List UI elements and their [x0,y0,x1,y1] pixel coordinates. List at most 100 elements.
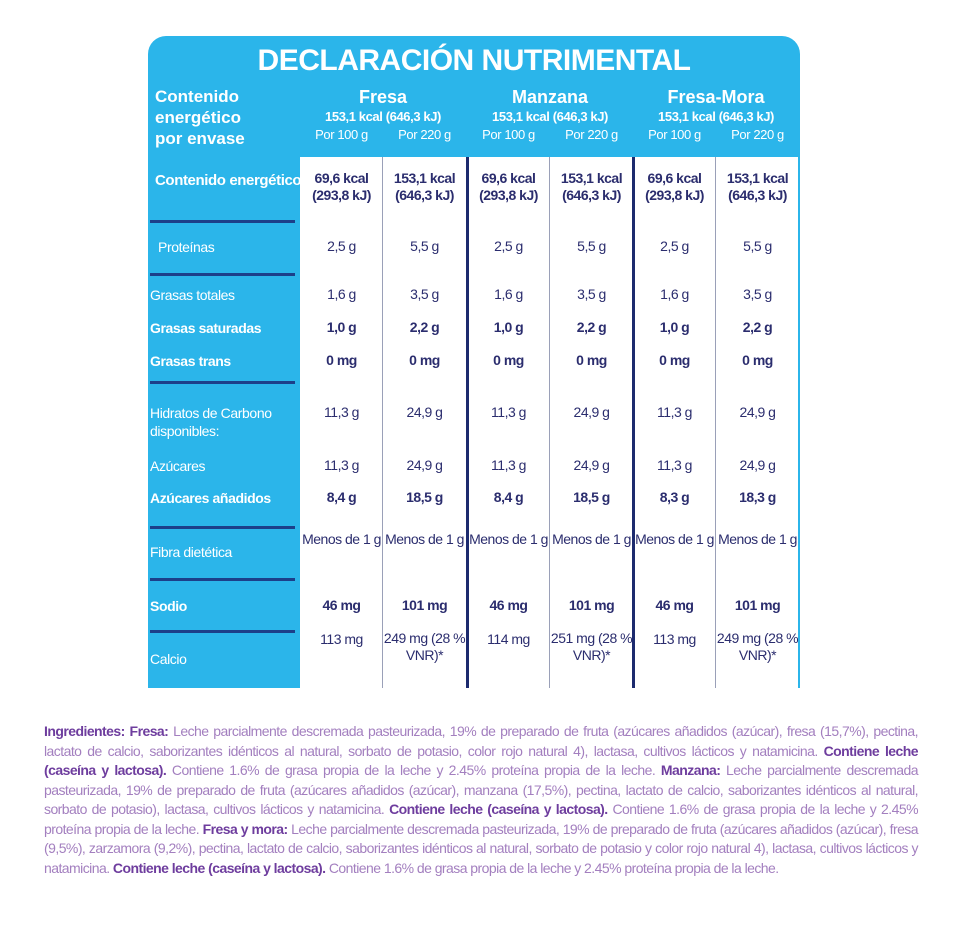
nutrient-value: 153,1 kcal (646,3 kJ) [393,170,456,203]
column-divider [382,157,383,688]
nutrient-value: 5,5 g [410,238,439,254]
row-separator [150,630,295,633]
nutrient-label: Grasas trans [150,353,231,369]
nutrient-value: 113 mg [653,631,696,647]
ingredients-segment: Leche parcialmente descremada pasteuriza… [44,762,919,817]
nutrient-label: Calcio [150,651,187,667]
column-divider [466,157,469,688]
row-separator [150,526,295,529]
header-label-line: energético [155,108,241,127]
nutrient-value: 18,5 g [406,489,443,505]
nutrient-value: Menos de 1 g [302,531,381,547]
row-separator [150,273,295,276]
nutrient-value: 1,0 g [493,319,524,335]
header-label: Contenido energético por envase [155,86,245,149]
nutrient-value: 46 mg [489,597,528,613]
portion-label: Por 220 g [565,127,618,142]
ingredients-heading: Manzana: [660,762,727,778]
nutrient-value: Menos de 1 g [718,531,797,547]
flavor-energy: 153,1 kcal (646,3 kJ) [325,109,441,124]
flavor-name: Fresa [358,87,408,107]
nutrient-value: 2,2 g [576,319,607,335]
nutrient-label: Sodio [150,598,187,614]
ingredients-segment: Contiene 1.6% de grasa propia de la lech… [166,762,661,778]
nutrient-value: 24,9 g [406,404,443,420]
portion-label: Por 100 g [648,127,701,142]
column-divider [549,157,550,688]
nutrient-value: Menos de 1 g [635,531,714,547]
ingredients-segment: Contiene 1.6% de grasa propia de la lech… [325,859,779,876]
nutrient-value: 11,3 g [657,457,692,473]
flavor-header-fresa: Fresa 153,1 kcal (646,3 kJ) Por 100 g Por… [300,86,466,144]
nutrient-value: 11,3 g [491,457,526,473]
flavor-energy: 153,1 kcal (646,3 kJ) [658,109,774,124]
flavor-name: Manzana [511,87,589,107]
column-divider [715,157,716,688]
nutrient-value: 24,9 g [573,457,610,473]
nutrient-value: 101 mg [734,597,781,613]
nutrient-value: 1,6 g [494,286,523,302]
portion-label: Por 220 g [731,127,784,142]
nutrient-value: 24,9 g [739,404,776,420]
nutrient-value: 11,3 g [491,404,526,420]
portion-label: Por 100 g [315,127,368,142]
nutrient-value: 0 mg [742,352,773,368]
ingredients-heading: Ingredientes: Fresa: [44,723,174,739]
column-divider [632,157,635,688]
nutrient-value: 2,5 g [660,238,689,254]
row-separator [150,381,295,384]
ingredients-segment: Leche parcialmente descremada pasteuriza… [44,723,919,759]
nutrient-value: 69,6 kcal (293,8 kJ) [645,170,704,203]
nutrient-value: 1,0 g [326,319,357,335]
nutrient-value: 2,2 g [742,319,773,335]
nutrient-value: 5,5 g [743,238,772,254]
table-title: DECLARACIÓN NUTRIMENTAL [257,44,691,77]
nutrient-value: 1,6 g [327,286,356,302]
flavor-energy: 153,1 kcal (646,3 kJ) [492,109,608,124]
nutrient-value: 101 mg [568,597,615,613]
nutrient-value: 8,4 g [326,489,357,505]
nutrient-value: 153,1 kcal (646,3 kJ) [726,170,789,203]
nutrient-value: 24,9 g [406,457,443,473]
row-separator [150,578,295,581]
nutrient-value: 113 mg [320,631,363,647]
nutrient-value: 249 mg (28 % VNR)* [716,630,799,663]
ingredients-heading: Contiene leche (caseína y lactosa). [112,859,326,876]
nutrient-label: Grasas saturadas [150,320,262,336]
header-label-line: por envase [155,129,245,148]
nutrient-value: 2,5 g [327,238,356,254]
header-label-line: Contenido [155,87,240,106]
nutrient-value: 0 mg [326,352,357,368]
ingredients-heading: Fresa y mora: [202,820,292,837]
nutrient-value: 11,3 g [324,457,359,473]
nutrient-value: 251 mg (28 % VNR)* [550,630,633,663]
ingredients-heading: Contiene leche (caseína y lactosa). [389,801,608,817]
nutrient-value: 2,5 g [494,238,523,254]
nutrient-value: 1,0 g [659,319,690,335]
nutrient-value: 11,3 g [324,404,359,420]
nutrient-value: 46 mg [322,597,361,613]
nutrient-value: Menos de 1 g [552,531,631,547]
flavor-header-manzana: Manzana 153,1 kcal (646,3 kJ) Por 100 g P… [467,86,633,144]
flavor-header-fresa-mora: Fresa-Mora 153,1 kcal (646,3 kJ) Por 100… [633,86,799,144]
nutrient-value: 69,6 kcal (293,8 kJ) [479,170,538,203]
ingredients-segment: Leche parcialmente descremada pasteuriza… [44,820,919,876]
nutrient-value: 2,2 g [409,319,440,335]
nutrient-value: 11,3 g [657,404,692,420]
nutrient-value: 114 mg [487,631,530,647]
nutrient-value: 0 mg [409,352,440,368]
nutrient-label: Hidratos de Carbono disponibles: [150,405,272,439]
nutrient-value: 3,5 g [743,286,772,302]
nutrient-value: 18,5 g [573,489,610,505]
nutrient-value: 46 mg [655,597,694,613]
nutrient-value: 101 mg [401,597,448,613]
nutrient-label: Proteínas [158,239,215,255]
nutrient-label: Azúcares [150,458,206,474]
nutrient-value: Menos de 1 g [385,531,464,547]
portion-label: Por 100 g [482,127,535,142]
nutrient-value: 153,1 kcal (646,3 kJ) [560,170,623,203]
nutrient-value: 1,6 g [660,286,689,302]
nutrient-label: Azúcares añadidos [150,490,271,506]
nutrient-label: Contenido energético [155,172,302,189]
portion-label: Por 220 g [398,127,451,142]
